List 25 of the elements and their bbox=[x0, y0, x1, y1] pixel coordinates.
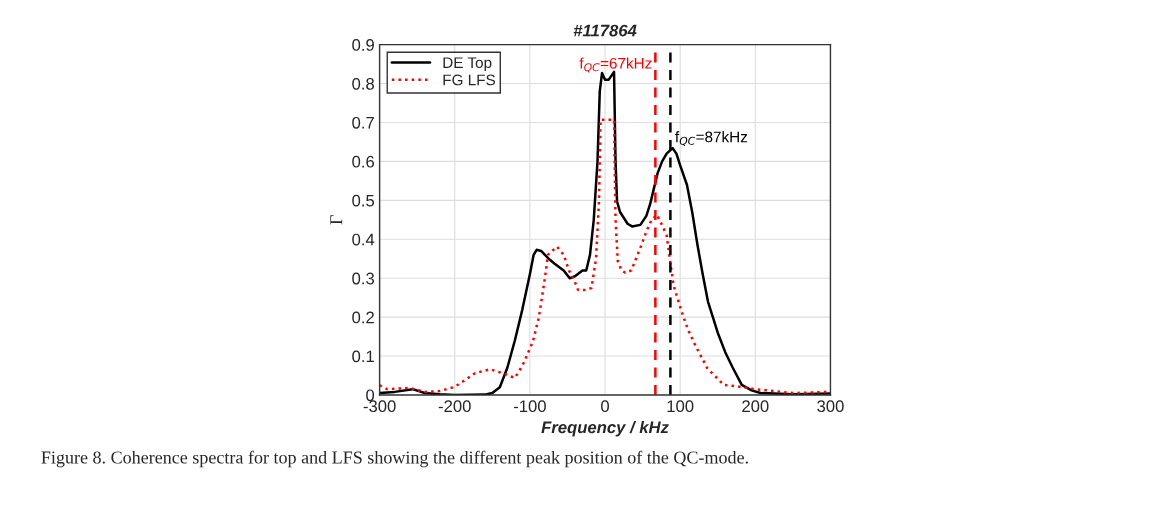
x-tick-label: -200 bbox=[438, 400, 471, 413]
x-tick-label: 200 bbox=[742, 400, 769, 413]
y-tick-label: 0.6 bbox=[352, 155, 375, 168]
ref-line-label: f$_{QC}$=87kHz bbox=[675, 131, 748, 147]
y-tick-label: 0.2 bbox=[352, 311, 374, 324]
y-tick-label: 0.5 bbox=[352, 194, 375, 207]
legend-label: DE Top bbox=[443, 57, 492, 72]
y-tick-label: 0.7 bbox=[352, 116, 374, 129]
chart-title: #117864 bbox=[573, 24, 637, 37]
y-tick-label: 0.3 bbox=[352, 272, 375, 285]
x-tick-label: -300 bbox=[363, 400, 396, 413]
y-tick-label: 0 bbox=[366, 389, 375, 402]
y-tick-label: 0.9 bbox=[352, 39, 374, 51]
caption: Figure 8. Coherence spectra for top and LFS showing the different peak position of the QC-mode. bbox=[41, 450, 748, 468]
x-tick-label: 300 bbox=[817, 400, 844, 413]
x-tick-label: 100 bbox=[667, 400, 694, 413]
y-axis-title: Γ bbox=[330, 215, 343, 225]
y-tick-label: 0.8 bbox=[352, 77, 375, 90]
ref-line-label: f$_{QC}$=67kHz bbox=[579, 57, 652, 73]
legend-label: FG LFS bbox=[443, 74, 496, 86]
x-tick-label: 0 bbox=[601, 400, 610, 413]
y-tick-label: 0.1 bbox=[352, 350, 374, 363]
y-tick-label: 0.4 bbox=[352, 233, 375, 246]
x-tick-label: -100 bbox=[513, 400, 546, 413]
x-axis-title: Frequency / kHz bbox=[541, 420, 669, 437]
